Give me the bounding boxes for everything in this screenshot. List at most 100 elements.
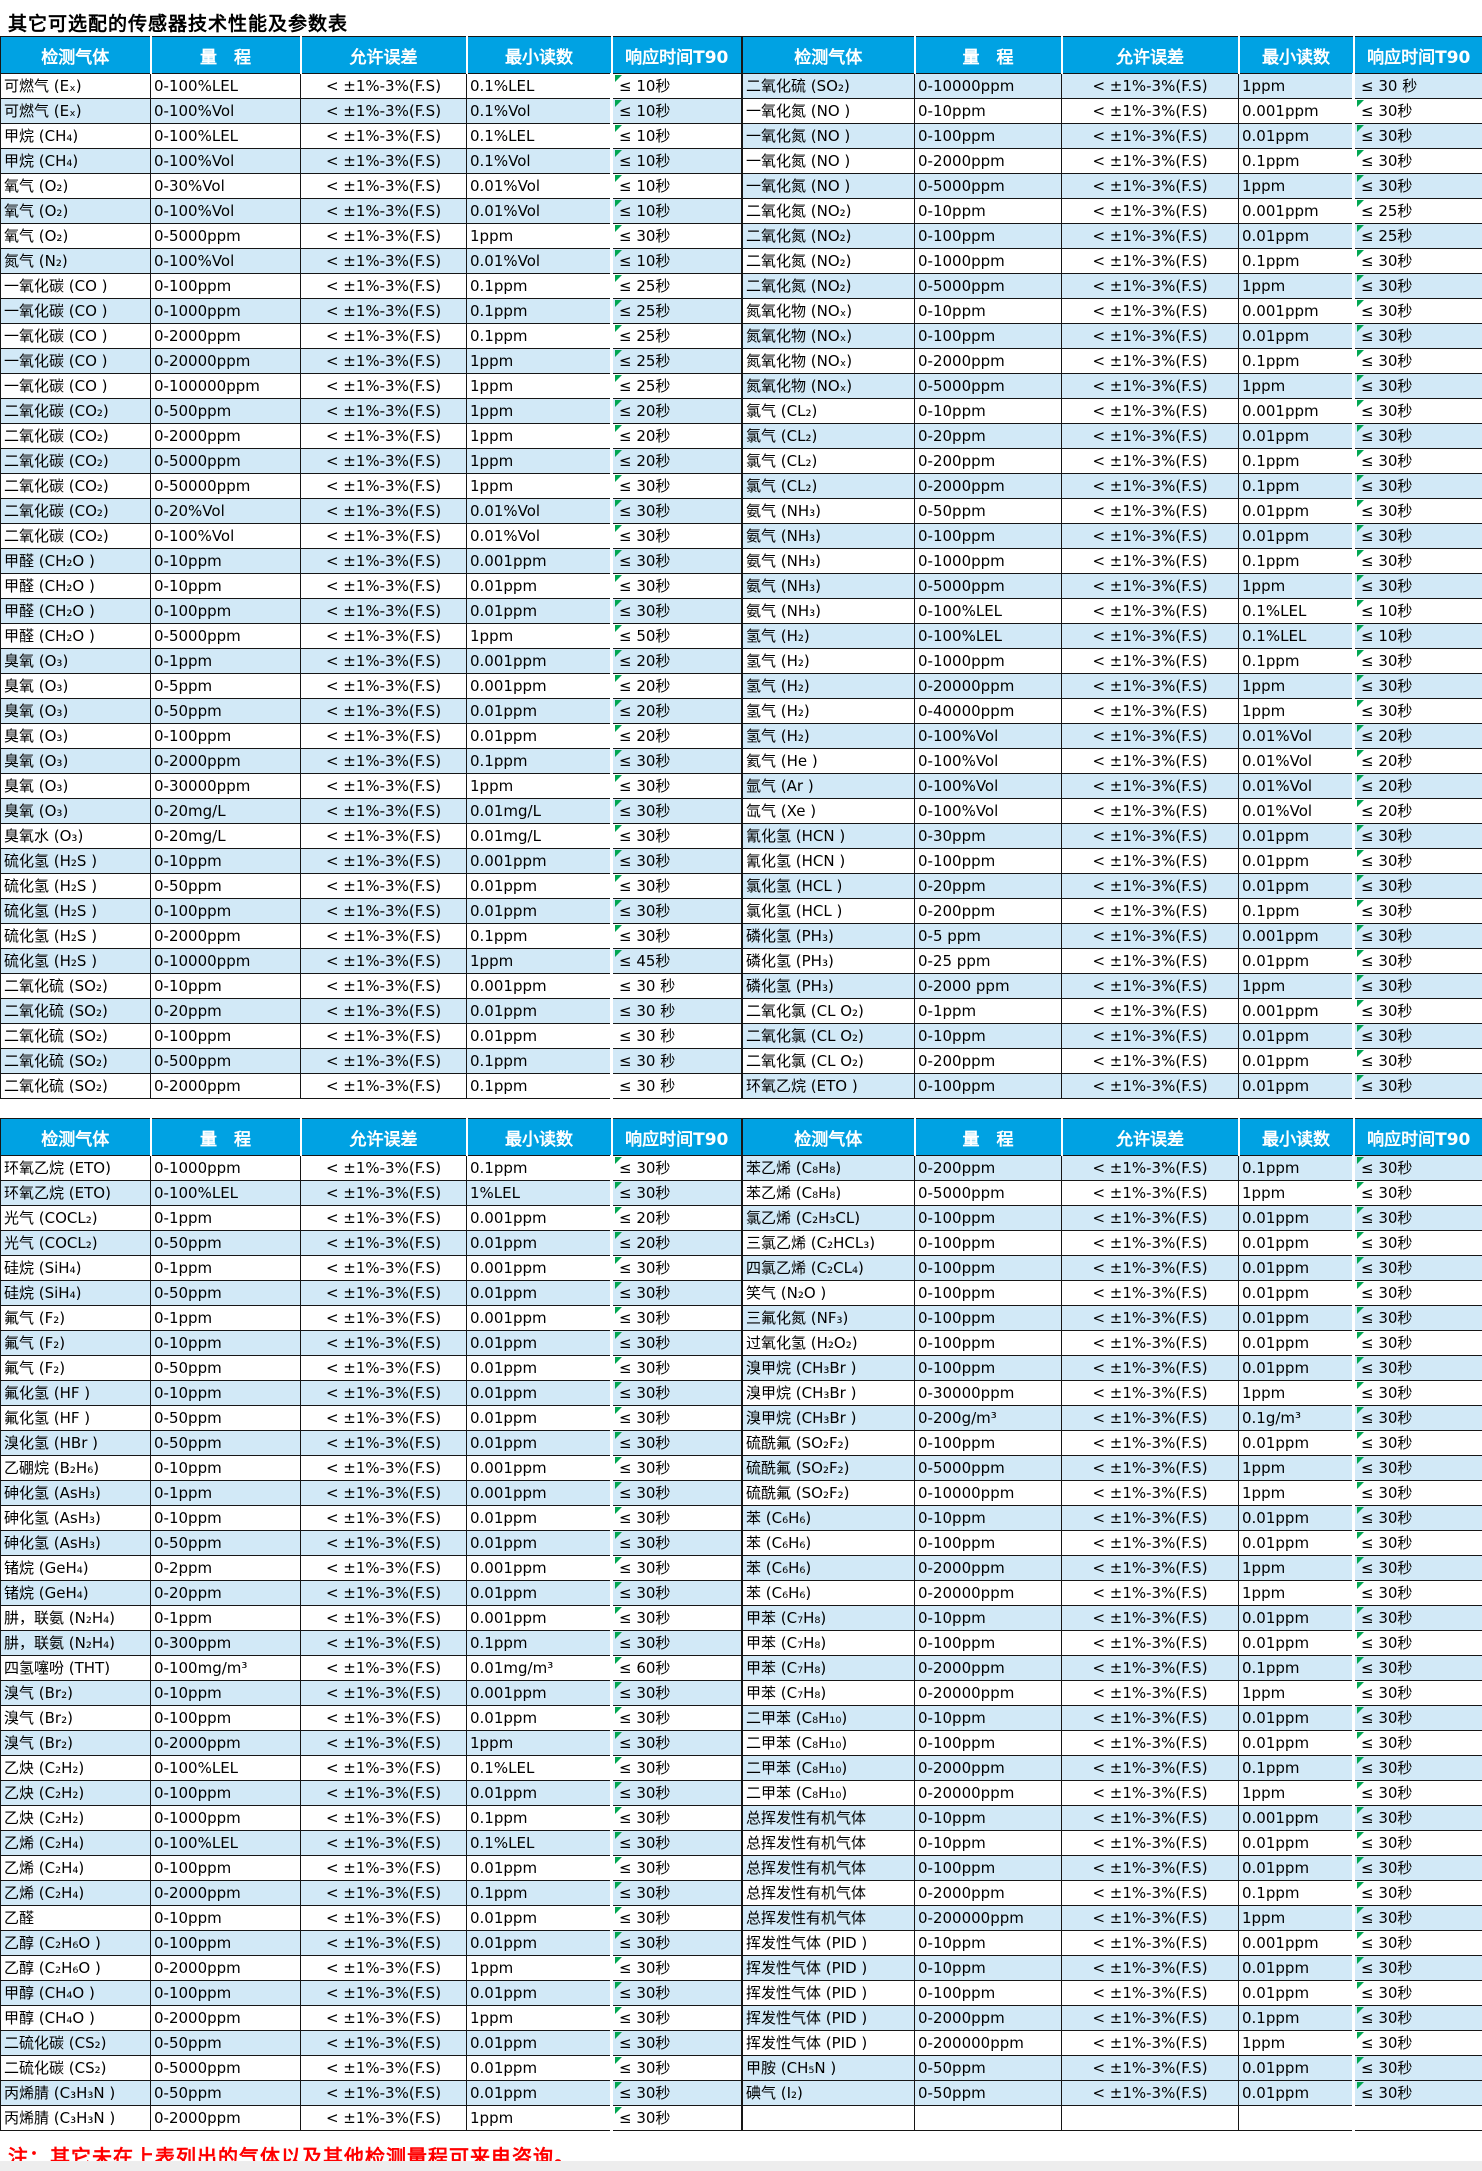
cell-response-time: ≤ 30秒	[1352, 398, 1482, 424]
cell-gas-name: 二氧化氮 (NO₂)	[742, 223, 915, 249]
cell-range: 0-100%Vol	[150, 98, 301, 124]
cell-allowed-error: < ±1%-3%(F.S)	[1061, 1230, 1239, 1256]
cell-response-time: ≤ 20秒	[1352, 748, 1482, 774]
cell-gas-name: 环氧乙烷 (ETO )	[742, 1073, 915, 1099]
cell-allowed-error: < ±1%-3%(F.S)	[1061, 1780, 1239, 1806]
cell-range: 0-100%LEL	[914, 598, 1062, 624]
cell-allowed-error: < ±1%-3%(F.S)	[300, 2030, 467, 2056]
cell-gas-name: 氨气 (NH₃)	[742, 573, 915, 599]
cell-range: 0-50ppm	[150, 698, 301, 724]
table-row: 氧气 (O₂) 0-100%Vol < ±1%-3%(F.S) 0.01%Vol ≤ 1…	[0, 198, 742, 224]
cell-min-reading: 0.1%Vol	[466, 98, 612, 124]
cell-response-time: ≤ 30秒	[1352, 298, 1482, 324]
table-row: 氧气 (O₂) 0-5000ppm < ±1%-3%(F.S) 1ppm ≤ 30秒	[0, 223, 742, 249]
cell-allowed-error: < ±1%-3%(F.S)	[1061, 1880, 1239, 1906]
cell-range: 0-100ppm	[914, 1730, 1062, 1756]
cell-range: 0-100%LEL	[150, 1755, 301, 1781]
cell-allowed-error: < ±1%-3%(F.S)	[300, 198, 467, 224]
table-row: 甲醛 (CH₂O ) 0-10ppm < ±1%-3%(F.S) 0.01ppm ≤ 3…	[0, 573, 742, 599]
cell-min-reading: 0.001ppm	[466, 548, 612, 574]
cell-response-time: ≤ 30秒	[1352, 1180, 1482, 1206]
cell-min-reading: 0.01ppm	[466, 1405, 612, 1431]
table-row: 甲醇 (CH₄O ) 0-2000ppm < ±1%-3%(F.S) 1ppm ≤ 30…	[0, 2005, 742, 2031]
cell-gas-name: 氨气 (NH₃)	[742, 598, 915, 624]
cell-gas-name: 甲醛 (CH₂O )	[0, 573, 151, 599]
cell-gas-name: 氨气 (NH₃)	[742, 498, 915, 524]
cell-allowed-error: < ±1%-3%(F.S)	[300, 98, 467, 124]
table-row: 二甲苯 (C₈H₁₀) 0-100ppm < ±1%-3%(F.S) 0.01ppm ≤…	[742, 1730, 1482, 1756]
cell-min-reading: 0.001ppm	[466, 648, 612, 674]
cell-response-time: ≤ 10秒	[610, 123, 742, 149]
table-row: 甲醛 (CH₂O ) 0-5000ppm < ±1%-3%(F.S) 1ppm ≤ 50…	[0, 623, 742, 649]
cell-gas-name: 总挥发性有机气体	[742, 1905, 915, 1931]
table-row: 二硫化碳 (CS₂) 0-50ppm < ±1%-3%(F.S) 0.01ppm ≤ 3…	[0, 2030, 742, 2056]
cell-range: 0-5000ppm	[914, 1455, 1062, 1481]
cell-min-reading: 0.01%Vol	[466, 198, 612, 224]
cell-min-reading: 0.01ppm	[1238, 1023, 1354, 1049]
cell-gas-name: 二硫化碳 (CS₂)	[0, 2030, 151, 2056]
cell-allowed-error: < ±1%-3%(F.S)	[1061, 723, 1239, 749]
cell-range: 0-100ppm	[914, 1305, 1062, 1331]
table-band-1: 检测气体 量 程 允许误差 最小读数 响应时间T90 可燃气 (Eₓ) 0-100…	[0, 36, 1482, 1099]
cell-gas-name: 环氧乙烷 (ETO)	[0, 1180, 151, 1206]
cell-min-reading: 0.01ppm	[1238, 1230, 1354, 1256]
cell-range: 0-10ppm	[150, 848, 301, 874]
cell-response-time: ≤ 10秒	[610, 198, 742, 224]
cell-allowed-error: < ±1%-3%(F.S)	[300, 873, 467, 899]
cell-response-time: ≤ 20秒	[610, 398, 742, 424]
cell-min-reading: 1ppm	[466, 2005, 612, 2031]
cell-allowed-error	[1061, 2105, 1239, 2131]
table-row: 乙炔 (C₂H₂) 0-100ppm < ±1%-3%(F.S) 0.01ppm ≤ 3…	[0, 1780, 742, 1806]
cell-min-reading: 0.01ppm	[1238, 823, 1354, 849]
cell-range: 0-5000ppm	[914, 273, 1062, 299]
cell-allowed-error: < ±1%-3%(F.S)	[300, 1905, 467, 1931]
cell-min-reading: 0.01ppm	[1238, 1605, 1354, 1631]
cell-response-time: ≤ 30秒	[610, 1305, 742, 1331]
cell-range: 0-100000ppm	[150, 373, 301, 399]
cell-gas-name: 苯 (C₆H₆)	[742, 1580, 915, 1606]
cell-min-reading: 0.01ppm	[466, 1330, 612, 1356]
cell-range: 0-20000ppm	[914, 1680, 1062, 1706]
cell-range: 0-2000ppm	[150, 923, 301, 949]
table-row: 挥发性气体 (PID ) 0-200000ppm < ±1%-3%(F.S) 1ppm…	[742, 2030, 1482, 2056]
cell-gas-name: 挥发性气体 (PID )	[742, 2030, 915, 2056]
cell-min-reading: 0.01ppm	[466, 1580, 612, 1606]
cell-allowed-error: < ±1%-3%(F.S)	[1061, 1730, 1239, 1756]
table-row: 三氟化氮 (NF₃) 0-100ppm < ±1%-3%(F.S) 0.01ppm ≤ …	[742, 1305, 1482, 1331]
cell-allowed-error: < ±1%-3%(F.S)	[1061, 1280, 1239, 1306]
table-row: 臭氧水 (O₃) 0-20mg/L < ±1%-3%(F.S) 0.01mg/L ≤ 3…	[0, 823, 742, 849]
cell-gas-name: 溴甲烷 (CH₃Br )	[742, 1355, 915, 1381]
table-row: 甲苯 (C₇H₈) 0-10ppm < ±1%-3%(F.S) 0.01ppm ≤ 30…	[742, 1605, 1482, 1631]
cell-min-reading: 0.01ppm	[1238, 1048, 1354, 1074]
table-row: 甲醇 (CH₄O ) 0-100ppm < ±1%-3%(F.S) 0.01ppm ≤ …	[0, 1980, 742, 2006]
cell-response-time: ≤ 25秒	[610, 348, 742, 374]
table-row: 硫化氢 (H₂S ) 0-10000ppm < ±1%-3%(F.S) 1ppm ≤ 4…	[0, 948, 742, 974]
cell-gas-name: 硅烷 (SiH₄)	[0, 1255, 151, 1281]
cell-response-time: ≤ 30秒	[1352, 1355, 1482, 1381]
table-row: 过氧化氢 (H₂O₂) 0-100ppm < ±1%-3%(F.S) 0.01ppm ≤…	[742, 1330, 1482, 1356]
cell-min-reading: 1ppm	[466, 1730, 612, 1756]
cell-allowed-error: < ±1%-3%(F.S)	[300, 348, 467, 374]
cell-gas-name: 硅烷 (SiH₄)	[0, 1280, 151, 1306]
table-row: 硫酰氟 (SO₂F₂) 0-5000ppm < ±1%-3%(F.S) 1ppm ≤ 3…	[742, 1455, 1482, 1481]
cell-response-time: ≤ 30秒	[610, 1455, 742, 1481]
cell-range: 0-10ppm	[914, 1805, 1062, 1831]
table-row: 氟化氢 (HF ) 0-50ppm < ±1%-3%(F.S) 0.01ppm ≤ 30…	[0, 1405, 742, 1431]
cell-allowed-error: < ±1%-3%(F.S)	[300, 1355, 467, 1381]
cell-min-reading: 0.01%Vol	[466, 498, 612, 524]
table-row: 氢气 (H₂) 0-40000ppm < ±1%-3%(F.S) 1ppm ≤ 30秒	[742, 698, 1482, 724]
cell-response-time: ≤ 20秒	[610, 698, 742, 724]
cell-range: 0-1000ppm	[150, 1805, 301, 1831]
cell-response-time: ≤ 30 秒	[610, 998, 742, 1024]
column-header-min-reading: 最小读数	[1237, 36, 1354, 74]
table-row: 二氧化碳 (CO₂) 0-5000ppm < ±1%-3%(F.S) 1ppm ≤ 20…	[0, 448, 742, 474]
cell-allowed-error: < ±1%-3%(F.S)	[300, 1048, 467, 1074]
cell-response-time: ≤ 20秒	[1352, 723, 1482, 749]
cell-range: 0-100ppm	[914, 123, 1062, 149]
cell-allowed-error: < ±1%-3%(F.S)	[300, 1830, 467, 1856]
cell-range: 0-200ppm	[914, 1155, 1062, 1181]
table-row: 甲胺 (CH₅N ) 0-50ppm < ±1%-3%(F.S) 0.01ppm ≤ 3…	[742, 2055, 1482, 2081]
cell-gas-name: 硫化氢 (H₂S )	[0, 873, 151, 899]
cell-range: 0-2000ppm	[914, 2005, 1062, 2031]
cell-gas-name: 氧气 (O₂)	[0, 198, 151, 224]
